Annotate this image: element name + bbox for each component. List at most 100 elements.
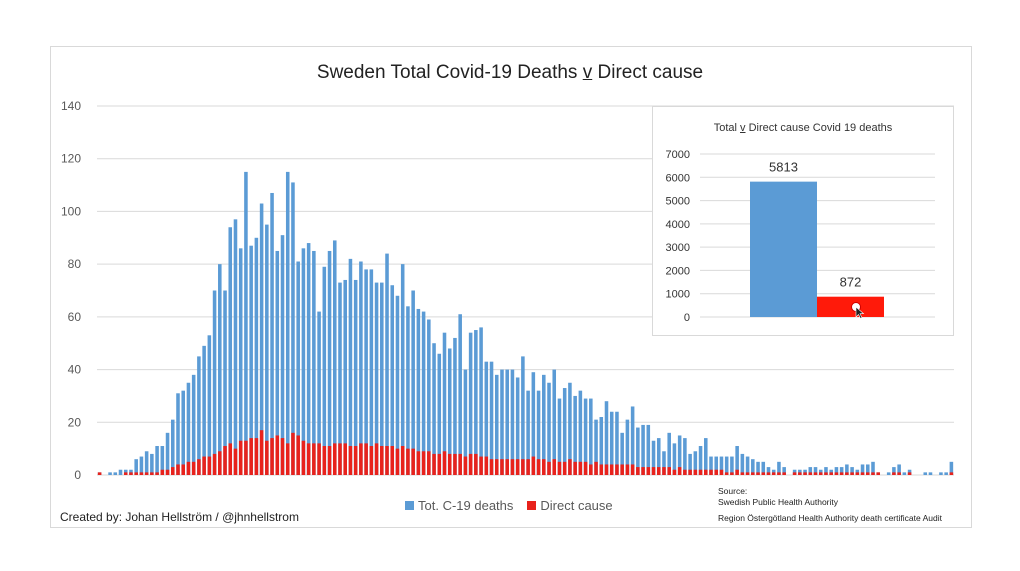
direct-bar	[160, 469, 165, 475]
direct-bar	[265, 440, 269, 475]
total-bar	[677, 435, 682, 475]
inset-total-data-label: 5813	[769, 160, 798, 175]
direct-bar	[144, 472, 149, 475]
legend-item-total: Tot. C-19 deaths	[405, 498, 513, 513]
direct-bar	[949, 472, 954, 475]
total-bar	[301, 248, 306, 475]
total-bar	[134, 459, 138, 475]
total-bar	[244, 171, 248, 475]
inset-y-tick-label: 7000	[666, 149, 690, 161]
total-bar	[714, 456, 719, 475]
direct-bar	[552, 459, 557, 475]
total-bar	[709, 456, 713, 475]
total-bar	[265, 224, 269, 475]
total-bar	[646, 424, 651, 475]
direct-bar	[212, 453, 217, 475]
total-bar	[656, 438, 661, 475]
total-bar	[740, 453, 745, 475]
total-bar	[693, 451, 698, 475]
total-bar	[259, 203, 264, 475]
total-bar	[327, 250, 332, 475]
direct-bar	[411, 448, 415, 475]
total-bar	[369, 269, 374, 475]
total-bar	[139, 456, 144, 475]
total-bar	[280, 235, 285, 475]
total-bar	[463, 369, 468, 475]
total-bar	[777, 461, 781, 475]
direct-bar	[249, 438, 253, 475]
direct-bar	[474, 453, 478, 475]
total-bar	[745, 456, 750, 475]
direct-bar	[238, 440, 243, 475]
direct-bar	[228, 443, 233, 475]
legend-item-direct: Direct cause	[527, 498, 613, 513]
direct-bar	[489, 459, 494, 475]
total-bar	[730, 456, 734, 475]
direct-bar	[761, 472, 766, 475]
total-bar	[557, 398, 562, 475]
direct-bar	[484, 456, 489, 475]
direct-bar	[427, 451, 431, 475]
direct-bar	[536, 459, 541, 475]
total-bar	[432, 343, 436, 475]
source-line-1: Swedish Public Health Authority	[718, 497, 839, 507]
total-bar	[578, 390, 583, 475]
source-label: Source:	[718, 486, 748, 496]
inset-chart: 0 1000 2000 3000 4000 5000 6000 7000 5813 872	[666, 149, 935, 324]
total-bar	[390, 285, 395, 475]
total-bar	[500, 369, 504, 475]
total-bar	[312, 250, 316, 475]
direct-bar	[897, 472, 901, 475]
total-bar	[458, 314, 462, 475]
total-bar	[484, 361, 489, 475]
total-bar	[218, 264, 222, 475]
direct-bar	[693, 469, 698, 475]
direct-bar	[165, 469, 170, 475]
total-bar	[442, 332, 447, 475]
total-bar	[923, 472, 928, 475]
total-bar	[756, 461, 760, 475]
total-bar	[380, 282, 384, 475]
total-bar	[735, 446, 739, 475]
total-bar	[892, 467, 896, 475]
direct-bar	[583, 461, 588, 475]
direct-bar	[719, 469, 724, 475]
direct-bar	[557, 461, 562, 475]
direct-bar	[641, 467, 645, 475]
direct-bar	[301, 440, 306, 475]
total-bar	[322, 266, 327, 475]
total-bar	[609, 411, 614, 475]
total-bar	[662, 451, 666, 475]
total-bar	[510, 369, 515, 475]
inset-y-tick-label: 3000	[666, 242, 690, 254]
total-bar	[589, 398, 593, 475]
total-bar	[939, 472, 943, 475]
direct-bar	[850, 472, 854, 475]
direct-bar	[463, 456, 468, 475]
total-bar	[421, 311, 426, 475]
total-bar	[160, 446, 165, 475]
total-bar	[306, 243, 311, 475]
total-bar	[165, 432, 170, 475]
inset-y-tick-label: 1000	[666, 289, 690, 301]
direct-bar	[698, 469, 703, 475]
total-bar	[751, 459, 755, 475]
direct-bar	[745, 472, 750, 475]
inset-title-part-1: Total	[713, 122, 741, 134]
total-bar	[437, 353, 442, 475]
total-bar	[291, 182, 295, 475]
direct-bar	[343, 443, 347, 475]
direct-bar	[672, 469, 677, 475]
y-tick-label: 0	[74, 468, 81, 482]
direct-bar	[374, 443, 379, 475]
direct-bar	[683, 469, 687, 475]
total-bar	[108, 472, 112, 475]
direct-bar	[191, 461, 196, 475]
total-bar	[317, 311, 321, 475]
direct-bar	[871, 472, 875, 475]
total-bar	[698, 446, 703, 475]
direct-bar	[526, 459, 530, 475]
total-bar	[395, 295, 400, 475]
direct-bar	[170, 467, 175, 475]
total-bar	[625, 419, 630, 475]
